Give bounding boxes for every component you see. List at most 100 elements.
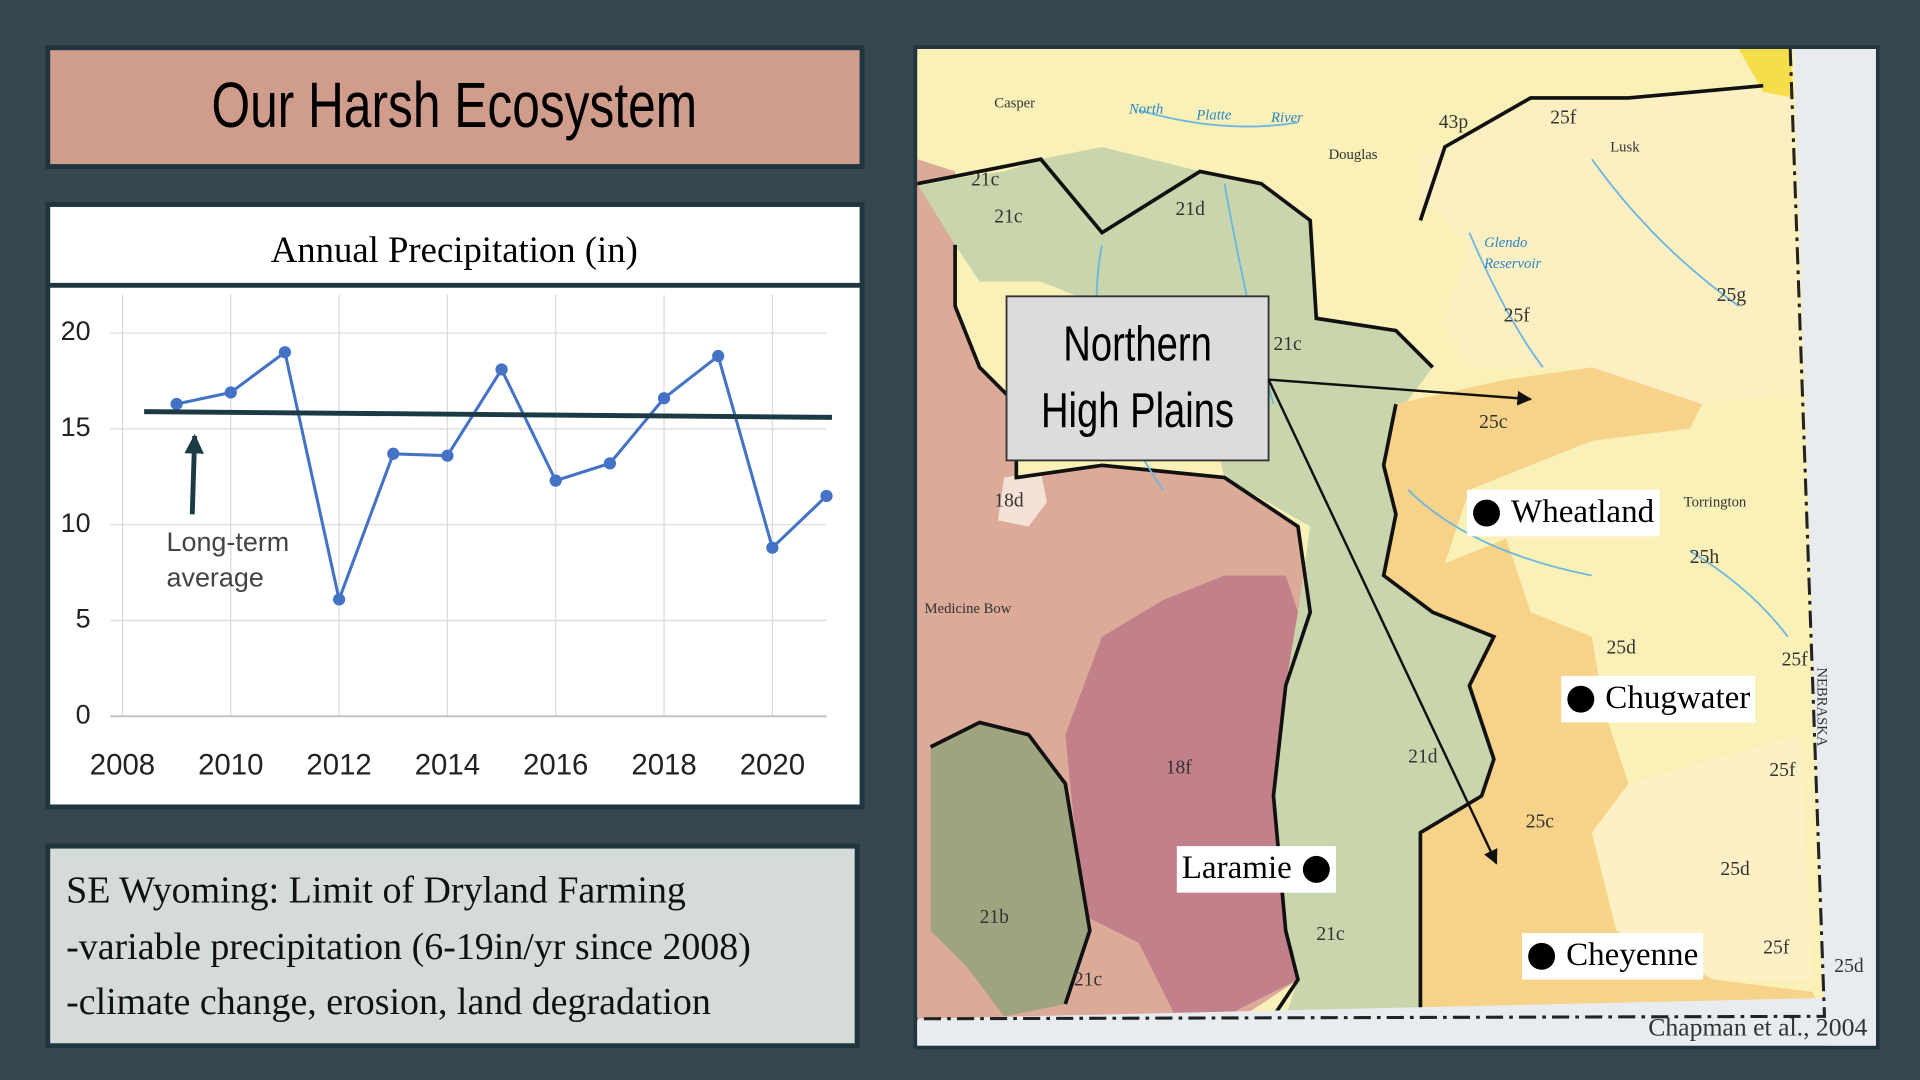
text-box (45, 843, 860, 1049)
map-label: 21c (1074, 969, 1103, 990)
map-label: 25f (1763, 937, 1790, 958)
x-tick-label: 2012 (306, 748, 371, 781)
map-label: 25h (1690, 547, 1720, 568)
chart-title: Annual Precipitation (in) (271, 229, 638, 270)
map-label: Lusk (1610, 140, 1640, 156)
y-tick-label: 20 (61, 316, 91, 346)
callout-arrow (1267, 379, 1498, 865)
map-label: Medicine Bow (924, 601, 1011, 617)
callout-box (1005, 295, 1270, 462)
region (997, 471, 1047, 527)
region (1065, 575, 1298, 1017)
data-point (441, 449, 454, 462)
annotation-text: Long-term (167, 527, 290, 557)
map-label: 25f (1504, 306, 1531, 327)
data-point (387, 447, 400, 460)
map: Casper North Platte River Douglas Lusk Torring… (917, 48, 1876, 1046)
y-tick-label: 0 (76, 699, 91, 729)
y-tick-label: 5 (76, 604, 91, 634)
map-label: Torrington (1684, 495, 1747, 511)
map-label: North (1128, 102, 1163, 118)
boundary (1381, 403, 1497, 1017)
text-line: -variable precipitation (6-19in/yr since… (66, 926, 751, 968)
title-box (45, 45, 865, 169)
map-label: Reservoir (1483, 256, 1541, 272)
x-tick-label: 2016 (523, 748, 588, 781)
region (1738, 48, 1794, 98)
annotation-arrow (184, 433, 204, 515)
map-label: 25d (1720, 859, 1750, 880)
map-label: 21c (1273, 334, 1302, 355)
city-dot (1473, 499, 1500, 527)
map-label: River (1270, 110, 1303, 126)
callout-text: High Plains (1041, 383, 1234, 438)
data-point (332, 593, 346, 606)
map-label: 25d (1607, 637, 1637, 658)
boundary (953, 244, 1313, 1018)
city: Laramie (1176, 846, 1336, 893)
boundary (917, 157, 1434, 369)
data-point (170, 397, 183, 411)
map-labels: Casper North Platte River Douglas Lusk Torring… (924, 95, 1863, 990)
data-point (820, 489, 833, 503)
data-point (712, 349, 725, 363)
map-label: NEBRASKA (1813, 667, 1829, 747)
city-label: Laramie (1182, 850, 1292, 886)
data-point (603, 457, 617, 470)
state-border (917, 48, 1827, 1021)
map-label: 21b (980, 907, 1010, 928)
map-label: Douglas (1329, 147, 1378, 163)
data-point (278, 346, 292, 359)
y-tick-label: 10 (61, 508, 91, 538)
cities: Wheatland Chugwater Laramie Cheyenne (1176, 489, 1756, 980)
region (1420, 85, 1800, 405)
map-credit: Chapman et al., 2004 (1648, 1013, 1867, 1042)
map-label: 18d (994, 491, 1024, 512)
y-tick-label: 15 (61, 412, 91, 442)
data-point (495, 363, 508, 376)
city-label: Wheatland (1511, 494, 1655, 530)
x-tick-label: 2018 (631, 748, 696, 781)
x-tick-label: 2020 (740, 748, 805, 781)
region (1591, 734, 1813, 980)
city: Wheatland (1466, 489, 1660, 537)
map-label: 21c (994, 206, 1023, 227)
city-dot (1528, 942, 1556, 970)
map-label: 25c (1479, 412, 1508, 433)
data-point (549, 474, 562, 487)
city-dot (1567, 685, 1595, 713)
map-label: 21d (1176, 199, 1206, 220)
data-point (657, 392, 671, 405)
map-label: 43p (1439, 112, 1469, 133)
city: Chugwater (1561, 675, 1756, 723)
data-point (766, 541, 779, 554)
x-tick-label: 2010 (198, 748, 263, 781)
boundary (929, 720, 1092, 1005)
region (917, 146, 1494, 1017)
city-label: Chugwater (1605, 680, 1750, 716)
map-label: 25f (1782, 650, 1809, 671)
outside-area (917, 997, 1876, 1046)
callout-text: Northern (1063, 317, 1212, 372)
map-label: 21d (1408, 746, 1438, 767)
data-point (224, 386, 237, 399)
map-label: 25c (1526, 811, 1555, 832)
text-heading: SE Wyoming: Limit of Dryland Farming (66, 870, 686, 912)
map-label: Casper (994, 95, 1035, 111)
callout-arrow (1268, 378, 1533, 406)
city-label: Cheyenne (1566, 937, 1698, 973)
map-label: 25f (1550, 107, 1577, 128)
x-tick-label: 2014 (415, 748, 480, 781)
map-label: 21c (1316, 924, 1345, 945)
text-line: -climate change, erosion, land degradati… (66, 981, 711, 1023)
boundary (1418, 83, 1764, 221)
x-tick-label: 2008 (90, 748, 155, 781)
outside-area (1793, 48, 1876, 1046)
city-dot (1302, 855, 1330, 883)
map-label: 21c (971, 170, 1000, 191)
average-line (144, 409, 832, 420)
map-label: 25g (1717, 285, 1747, 306)
map-label: Platte (1195, 108, 1232, 124)
